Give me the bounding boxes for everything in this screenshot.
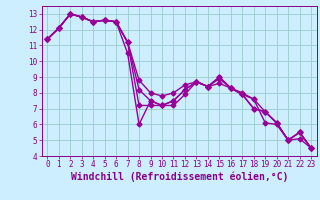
- X-axis label: Windchill (Refroidissement éolien,°C): Windchill (Refroidissement éolien,°C): [70, 172, 288, 182]
